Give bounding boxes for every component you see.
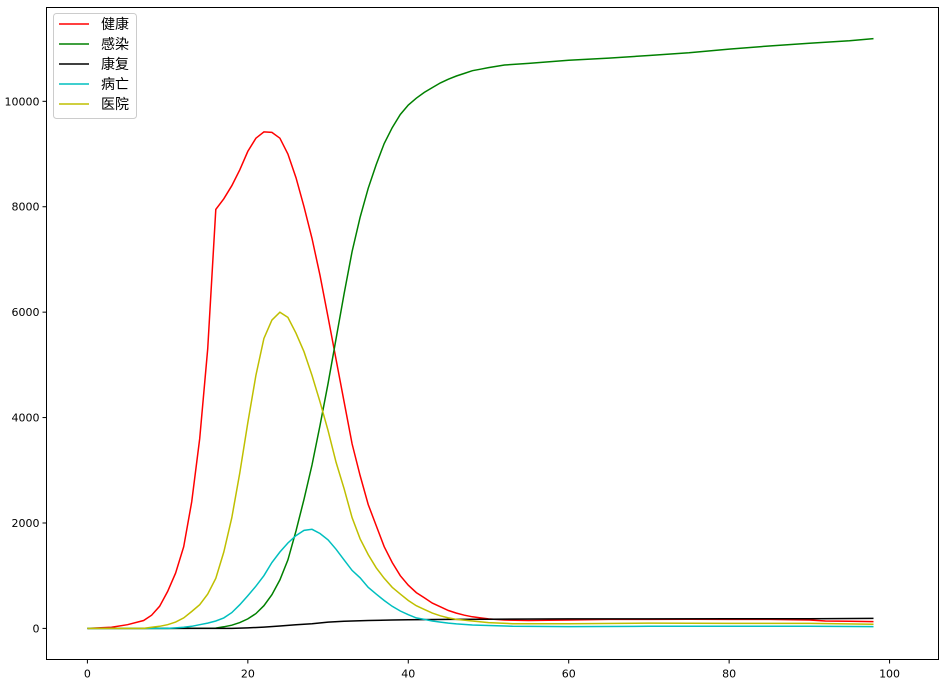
x-tick-label: 0 xyxy=(84,668,91,681)
x-tick-label: 20 xyxy=(241,668,255,681)
series-line-1 xyxy=(87,37,874,630)
x-tick-label: 40 xyxy=(401,668,415,681)
legend-label: 康复 xyxy=(101,56,129,73)
x-tick-label: 80 xyxy=(722,668,736,681)
series-line-4 xyxy=(87,311,874,630)
series-line-0 xyxy=(87,131,874,630)
legend-label: 健康 xyxy=(101,16,129,33)
series-line-2 xyxy=(87,617,874,630)
y-axis: 0 2000 4000 6000 8000 10000 xyxy=(5,95,47,635)
y-tick-label: 4000 xyxy=(12,412,40,425)
y-tick-label: 10000 xyxy=(5,95,40,108)
series-line-3 xyxy=(87,528,874,630)
series-lines xyxy=(87,37,874,630)
legend-label: 医院 xyxy=(101,97,129,113)
y-tick-label: 0 xyxy=(33,622,40,635)
x-axis: 0 20 40 60 80 100 xyxy=(84,659,900,681)
x-tick-label: 100 xyxy=(879,668,900,681)
legend-box xyxy=(53,13,137,119)
y-tick-label: 8000 xyxy=(12,201,40,214)
y-tick-label: 2000 xyxy=(12,517,40,530)
plot-frame xyxy=(46,7,939,660)
legend-label: 感染 xyxy=(101,36,129,53)
legend-label: 病亡 xyxy=(101,77,129,93)
y-tick-label: 6000 xyxy=(12,306,40,319)
x-tick-label: 60 xyxy=(562,668,576,681)
